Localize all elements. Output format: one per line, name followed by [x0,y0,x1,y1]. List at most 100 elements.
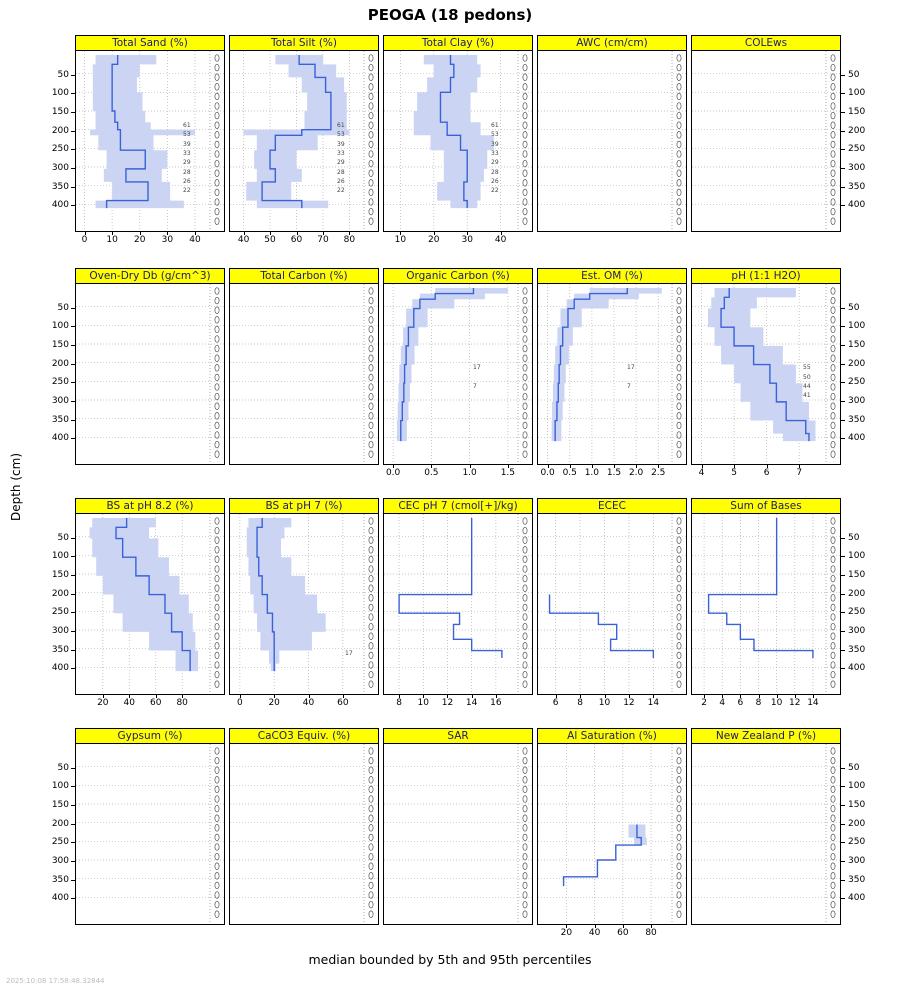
x-tick-label: 20 [134,235,146,245]
contributing-fraction-mark [368,179,374,187]
x-tick-mark [591,464,593,468]
panel-plot-awc-cm-cm [537,51,687,232]
y-tick-mark-left [71,363,75,365]
x-tick-mark [580,694,582,698]
contributing-fraction-mark [676,747,682,755]
median-line [720,288,810,442]
contributing-fraction-mark [522,364,528,372]
x-tick-label: 60 [337,698,349,708]
contributing-fraction-mark [676,344,682,353]
y-tick-mark-left [71,537,75,539]
contributing-fraction-mark [214,574,220,583]
contributing-fraction-mark [830,335,836,343]
x-tick-label: 80 [176,698,188,708]
x-tick-mark [102,694,104,698]
x-tick-mark [704,694,706,698]
y-tick-mark-left [71,382,75,384]
contributing-fraction-mark [368,169,374,177]
x-tick-mark [431,464,433,468]
contributing-fraction-mark [830,63,836,72]
y-tick-label-right: 100 [848,88,866,99]
y-tick-label-right: 250 [848,837,866,848]
y-tick-label-left: 250 [51,144,69,155]
contributing-fraction-label: 33 [491,149,499,157]
contributing-fraction-mark [522,140,528,149]
contributing-fraction-mark [214,150,220,158]
contributing-fraction-mark [522,795,528,803]
contributing-fraction-mark [368,296,374,305]
contributing-fraction-mark [368,392,374,401]
contributing-fraction-mark [676,891,682,899]
y-tick-mark-left [71,575,75,576]
contributing-fraction-mark [830,198,836,206]
x-tick-label: 40 [302,698,315,708]
contributing-fraction-label: 41 [803,392,811,400]
contributing-fraction-mark [830,555,836,564]
contributing-fraction-mark [214,131,220,139]
contributing-fraction-mark [368,594,374,602]
contributing-fraction-mark [830,131,836,139]
y-tick-mark-right [841,93,845,95]
contributing-fraction-mark [368,287,374,295]
y-tick-mark-left [71,649,75,651]
x-tick-label: 1.5 [606,468,622,478]
contributing-fraction-mark [368,131,374,139]
contributing-fraction-mark [676,450,682,458]
contributing-fraction-mark [830,642,836,650]
y-tick-mark-right [841,168,845,169]
contributing-fraction-mark [214,373,220,382]
contributing-fraction-mark [368,335,374,343]
contributing-fraction-mark [368,536,374,544]
x-tick-label: 20 [560,928,573,938]
contributing-fraction-mark [368,450,374,458]
contributing-fraction-mark [214,198,220,206]
contributing-fraction-mark [214,83,220,91]
percentile-band [396,288,508,442]
contributing-fraction-mark [368,680,374,688]
contributing-fraction-mark [368,574,374,583]
x-tick-label: 0.5 [424,468,439,478]
contributing-fraction-mark [214,756,220,765]
contributing-fraction-label: 29 [491,159,499,167]
x-tick-label: 1.5 [500,468,516,478]
y-tick-mark-left [71,767,75,769]
contributing-fraction-mark [676,603,682,612]
contributing-fraction-mark [214,785,220,794]
x-tick-mark [139,231,141,235]
contributing-fraction-mark [522,546,528,554]
panel-canvas [538,284,686,462]
x-tick-label: 8 [396,698,402,708]
panel-canvas [76,51,224,229]
y-tick-mark-right [841,805,845,806]
contributing-fraction-mark [676,121,682,129]
contributing-fraction-mark [676,824,682,832]
x-tick-label: 14 [465,698,478,708]
x-tick-label: 0 [81,235,88,245]
panel-sar: SAR [383,728,533,925]
y-tick-label-left: 100 [51,781,69,792]
x-tick-mark [500,231,502,235]
contributing-fraction-mark [522,373,528,382]
contributing-fraction-mark [676,565,682,573]
y-tick-mark-right [841,649,845,651]
contributing-fraction-mark [676,188,682,197]
y-tick-label-left: 400 [51,433,69,444]
contributing-fraction-mark [522,613,528,621]
contributing-fraction-mark [368,402,374,410]
contributing-fraction-mark [830,862,836,870]
panel-plot-total-clay: 61 53 39 33 29 28 26 22 [383,51,533,232]
contributing-fraction-mark [522,594,528,602]
x-tick-mark [555,694,557,698]
panel-plot-total-sand: 61 53 39 33 29 28 26 22 [75,51,225,232]
x-tick-mark [653,694,655,698]
y-tick-label-right: 100 [848,321,866,332]
contributing-fraction-mark [830,833,836,842]
contributing-fraction-mark [214,421,220,430]
y-tick-label-right: 350 [848,644,866,655]
contributing-fraction-mark [214,63,220,72]
y-tick-label-left: 100 [51,88,69,99]
x-tick-mark [129,694,131,698]
x-tick-mark [628,694,630,698]
y-tick-label-right: 400 [848,663,866,674]
contributing-fraction-mark [368,159,374,168]
